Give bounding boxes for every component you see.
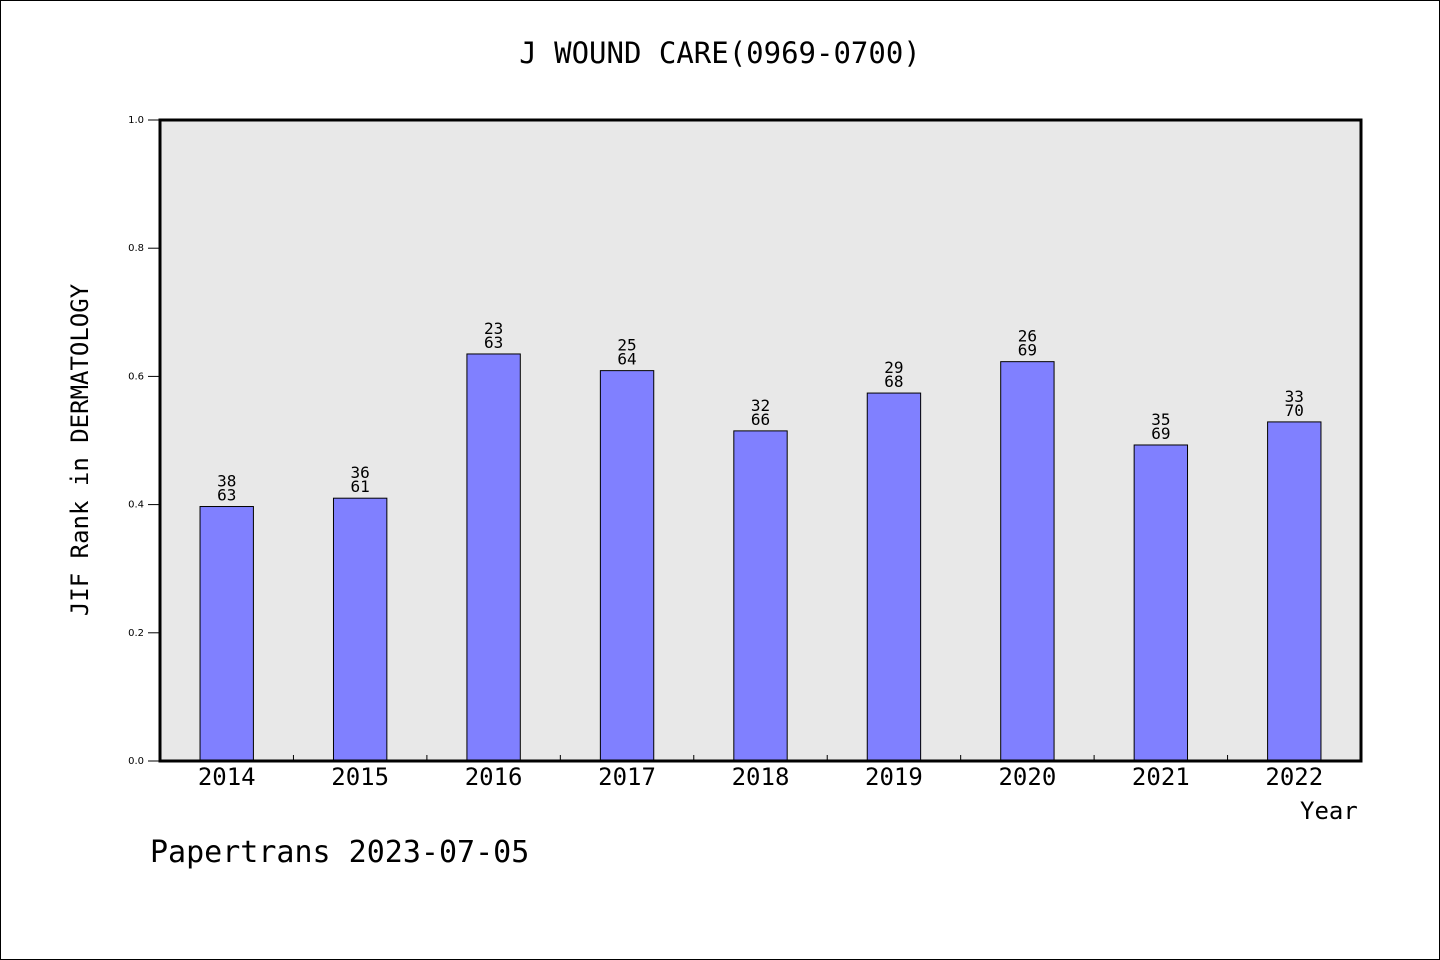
x-tick-label: 2020: [998, 763, 1056, 791]
bar-total-label: 63: [484, 333, 503, 352]
bar-total-label: 70: [1285, 401, 1304, 420]
x-axis-label: Year: [1300, 797, 1358, 825]
bar-total-label: 69: [1151, 424, 1170, 443]
bar-total-label: 68: [884, 372, 903, 391]
y-tick-label: 0.0: [128, 756, 144, 767]
plot-border: [158, 118, 1363, 763]
bar-total-label: 69: [1018, 341, 1037, 360]
y-tick-label: 1.0: [128, 115, 144, 126]
x-tick-label: 2019: [865, 763, 923, 791]
bar-rank-label: 23: [484, 319, 503, 338]
bar-total-label: 64: [617, 350, 636, 369]
x-tick-label: 2018: [732, 763, 790, 791]
y-axis-label: JIF Rank in DERMATOLOGY: [66, 283, 94, 617]
bar-2016: [466, 353, 521, 762]
bar-2014: [199, 506, 254, 762]
bar-2015: [332, 497, 388, 762]
bar-2019: [866, 392, 922, 762]
bar-total-label: 66: [751, 410, 770, 429]
y-tick-label: 0.2: [128, 628, 144, 639]
bar-2021: [1133, 444, 1189, 762]
x-tick-label: 2016: [465, 763, 523, 791]
watermark-text: Papertrans 2023-07-05: [150, 835, 530, 870]
bar-rank-label: 33: [1285, 387, 1304, 406]
x-tick-label: 2017: [598, 763, 656, 791]
bar-2020: [1000, 361, 1055, 762]
bar-rank-label: 25: [617, 336, 636, 355]
x-tick-label: 2015: [331, 763, 389, 791]
x-tick-label: 2014: [198, 763, 256, 791]
bar-rank-label: 38: [217, 472, 236, 491]
bar-rank-label: 26: [1018, 327, 1037, 346]
bar-rank-label: 35: [1151, 410, 1170, 429]
bar-total-label: 63: [217, 486, 236, 505]
x-tick-label: 2022: [1265, 763, 1323, 791]
bar-rank-label: 32: [751, 396, 770, 415]
bar-rank-label: 29: [884, 358, 903, 377]
bar-2022: [1267, 421, 1322, 762]
chart-title: J WOUND CARE(0969-0700): [519, 36, 921, 70]
y-tick-label: 0.6: [128, 371, 144, 382]
bar-total-label: 61: [351, 477, 370, 496]
y-tick-label: 0.8: [128, 243, 144, 254]
x-tick-label: 2021: [1132, 763, 1190, 791]
bar-2017: [599, 370, 655, 762]
y-tick-label: 0.4: [128, 500, 144, 511]
bar-rank-label: 36: [351, 463, 370, 482]
bar-2018: [733, 430, 788, 762]
